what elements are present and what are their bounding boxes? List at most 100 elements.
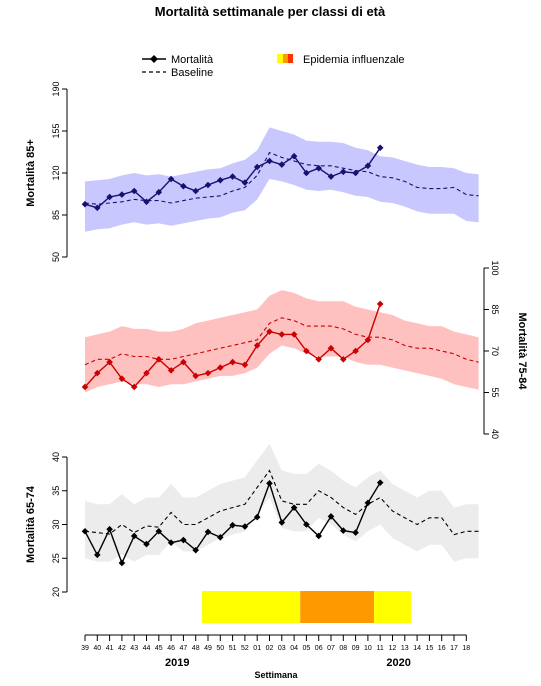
data-point (241, 523, 249, 530)
y-tick-label: 25 (51, 553, 61, 563)
y-tick-label: 85 (490, 304, 500, 314)
data-point (340, 527, 347, 534)
data-point (241, 179, 249, 186)
data-point (217, 534, 224, 541)
y-tick-label: 35 (51, 486, 61, 496)
x-tick-label: 02 (266, 645, 274, 652)
data-point (130, 532, 138, 540)
confidence-band (85, 127, 479, 232)
year-label: 2020 (386, 657, 410, 669)
data-point (118, 191, 126, 198)
legend-epidemic-swatch-red (288, 54, 293, 63)
data-point (352, 347, 359, 355)
data-point (327, 513, 335, 520)
x-tick-label: 17 (450, 645, 458, 652)
data-point (217, 364, 224, 371)
y-tick-label: 20 (51, 587, 61, 597)
y-tick-label: 100 (490, 260, 500, 275)
y-tick-label: 40 (490, 429, 500, 439)
x-tick-label: 40 (93, 645, 101, 652)
data-point (327, 173, 335, 180)
y-tick-label: 50 (51, 252, 61, 262)
x-tick-label: 45 (155, 645, 163, 652)
data-point (340, 356, 347, 363)
data-point (204, 528, 212, 536)
epidemic-period (374, 591, 411, 623)
x-tick-label: 12 (389, 645, 397, 652)
panel-1: 40 55 70 85 100 Mortalità 75-84 (81, 260, 528, 439)
x-tick-label: 10 (364, 645, 372, 652)
y-tick-label: 30 (51, 519, 61, 529)
x-tick-label: 07 (327, 645, 335, 652)
data-point (340, 168, 347, 176)
data-point (118, 559, 126, 567)
chart-title: Mortalità settimanale per classi di età (155, 4, 386, 19)
data-point (180, 358, 187, 366)
x-tick-label: 01 (253, 645, 261, 652)
legend: Mortalità Baseline Epidemia influenzale (142, 54, 405, 79)
x-tick-label: 13 (401, 645, 409, 652)
data-point (352, 529, 359, 536)
data-point (167, 367, 175, 374)
data-point (303, 169, 310, 177)
x-tick-label: 11 (377, 645, 384, 652)
y-tick-label: 85 (51, 210, 61, 220)
data-point (106, 358, 113, 366)
confidence-band (85, 290, 479, 393)
x-axis-title: Settimana (254, 670, 298, 680)
data-point (143, 540, 150, 548)
data-point (106, 193, 113, 201)
panels: 50 85 120 155 190 Mortalità 85+ 40 55 70 85 100 Mor… (25, 81, 528, 597)
data-point (118, 375, 126, 382)
x-axis: 39 40 41 42 43 44 45 46 47 48 49 50 51 52 01 02 03 04 05 06… (81, 634, 470, 669)
data-point (303, 521, 310, 528)
data-point (253, 342, 261, 349)
data-point (192, 187, 199, 195)
data-point (315, 164, 322, 172)
data-point (155, 188, 163, 196)
data-point (155, 356, 163, 363)
data-point (364, 162, 372, 170)
data-point (155, 527, 163, 535)
data-point (303, 347, 310, 355)
data-point (217, 176, 224, 184)
x-tick-label: 09 (352, 645, 360, 652)
data-point (327, 344, 335, 352)
baseline-line (84, 317, 479, 366)
y-tick-label: 155 (51, 123, 61, 138)
x-tick-label: 51 (229, 645, 237, 652)
data-point (94, 369, 101, 377)
data-point (278, 161, 286, 168)
x-tick-label: 44 (143, 645, 151, 652)
data-point (229, 173, 236, 180)
x-tick-label: 50 (216, 645, 224, 652)
x-tick-label: 52 (241, 645, 249, 652)
data-point (278, 519, 286, 526)
data-point (364, 336, 372, 344)
data-point (167, 175, 175, 183)
data-point (376, 144, 384, 152)
data-point (266, 480, 273, 487)
legend-epidemic-swatch-yellow (277, 54, 286, 63)
x-tick-label: 14 (413, 645, 421, 652)
data-point (167, 539, 175, 547)
data-point (278, 331, 286, 338)
data-point (192, 372, 199, 380)
legend-epidemic-swatch-orange (283, 54, 289, 63)
year-label: 2019 (165, 657, 189, 669)
data-point (315, 356, 322, 363)
x-tick-label: 15 (426, 645, 434, 652)
y-tick-label: 40 (51, 452, 61, 462)
y-axis-title: Mortalità 65-74 (25, 485, 37, 563)
confidence-band (85, 443, 479, 562)
data-point (81, 383, 89, 391)
x-tick-label: 41 (106, 645, 114, 652)
x-tick-label: 49 (204, 645, 212, 652)
data-point (241, 361, 249, 369)
legend-mortality-marker (150, 55, 158, 63)
data-point (290, 504, 298, 511)
data-point (94, 204, 101, 212)
x-tick-label: 05 (303, 645, 311, 652)
x-tick-label: 03 (278, 645, 286, 652)
